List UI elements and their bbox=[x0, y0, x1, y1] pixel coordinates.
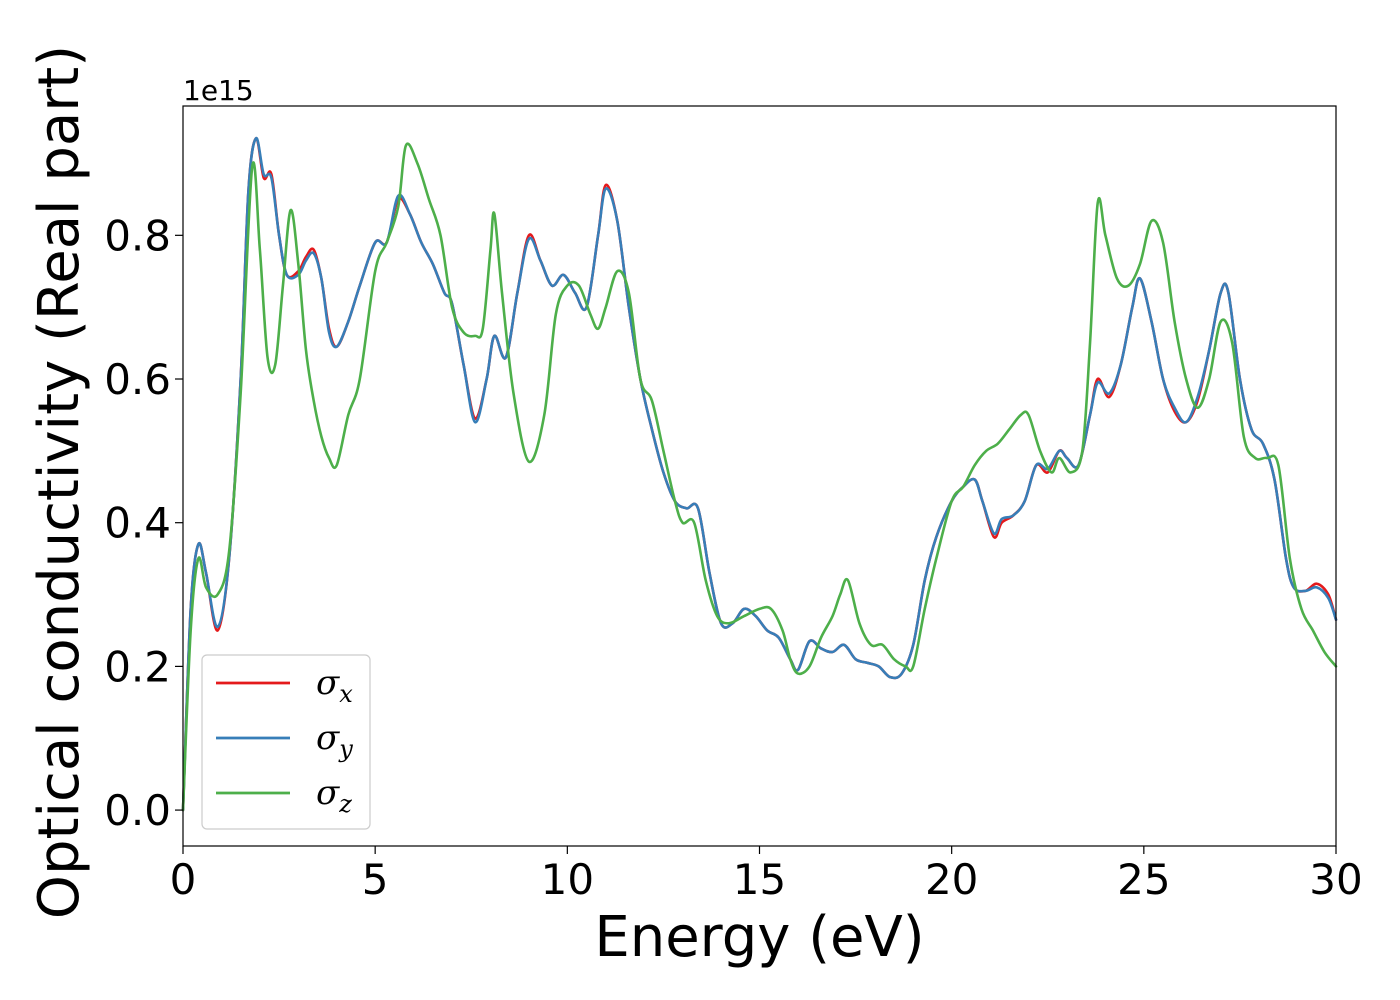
x-axis-title: Energy (eV) bbox=[594, 905, 924, 970]
legend-label-sigma-x: σx bbox=[316, 663, 353, 708]
legend: σx σy σz bbox=[201, 654, 371, 830]
y-tick-label: 0.0 bbox=[104, 786, 171, 835]
y-axis: 0.0 0.2 0.4 0.6 0.8 bbox=[104, 211, 183, 835]
y-axis-title: Optical conductivity (Real part) bbox=[27, 45, 92, 919]
x-axis: 0 5 10 15 20 25 30 bbox=[170, 846, 1363, 904]
y-offset-label: 1e15 bbox=[183, 74, 254, 107]
series-layer bbox=[181, 137, 1338, 812]
legend-label-sigma-z: σz bbox=[316, 773, 352, 818]
x-tick-label: 5 bbox=[362, 855, 389, 904]
x-tick-label: 25 bbox=[1117, 855, 1170, 904]
x-tick-label: 0 bbox=[170, 855, 197, 904]
x-tick-label: 10 bbox=[541, 855, 594, 904]
legend-label-sigma-y: σy bbox=[316, 718, 353, 763]
y-tick-label: 0.8 bbox=[104, 211, 171, 260]
y-tick-label: 0.2 bbox=[104, 642, 171, 691]
x-tick-label: 15 bbox=[733, 855, 786, 904]
legend-box bbox=[201, 654, 371, 830]
x-tick-label: 30 bbox=[1309, 855, 1362, 904]
series-line-sigma-z bbox=[181, 142, 1338, 812]
x-tick-label: 20 bbox=[925, 855, 978, 904]
y-tick-label: 0.6 bbox=[104, 355, 171, 404]
y-tick-label: 0.4 bbox=[104, 499, 171, 548]
